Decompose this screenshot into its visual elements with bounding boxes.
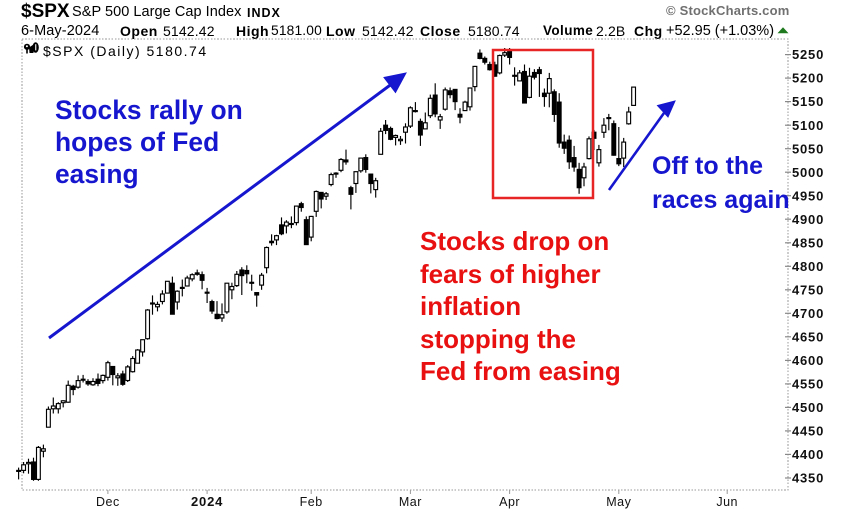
svg-text:2024: 2024 bbox=[191, 494, 223, 509]
svg-text:4700: 4700 bbox=[792, 306, 824, 321]
svg-text:Jun: Jun bbox=[716, 495, 738, 509]
svg-text:5000: 5000 bbox=[792, 165, 824, 180]
svg-text:4550: 4550 bbox=[792, 377, 824, 392]
svg-text:5100: 5100 bbox=[792, 118, 824, 133]
svg-text:4900: 4900 bbox=[792, 212, 824, 227]
svg-text:4500: 4500 bbox=[792, 400, 824, 415]
svg-text:4400: 4400 bbox=[792, 447, 824, 462]
svg-text:5250: 5250 bbox=[792, 47, 824, 62]
svg-text:4750: 4750 bbox=[792, 282, 824, 297]
svg-text:4350: 4350 bbox=[792, 471, 824, 486]
svg-text:4950: 4950 bbox=[792, 188, 824, 203]
svg-text:4650: 4650 bbox=[792, 329, 824, 344]
svg-text:5150: 5150 bbox=[792, 94, 824, 109]
svg-text:5200: 5200 bbox=[792, 71, 824, 86]
svg-text:4600: 4600 bbox=[792, 353, 824, 368]
svg-text:4450: 4450 bbox=[792, 424, 824, 439]
svg-text:Dec: Dec bbox=[96, 495, 120, 509]
svg-text:5050: 5050 bbox=[792, 141, 824, 156]
svg-text:Feb: Feb bbox=[300, 495, 323, 509]
svg-text:Apr: Apr bbox=[499, 495, 520, 509]
svg-text:Mar: Mar bbox=[399, 495, 422, 509]
svg-text:May: May bbox=[606, 495, 631, 509]
svg-text:4850: 4850 bbox=[792, 235, 824, 250]
svg-text:4800: 4800 bbox=[792, 259, 824, 274]
